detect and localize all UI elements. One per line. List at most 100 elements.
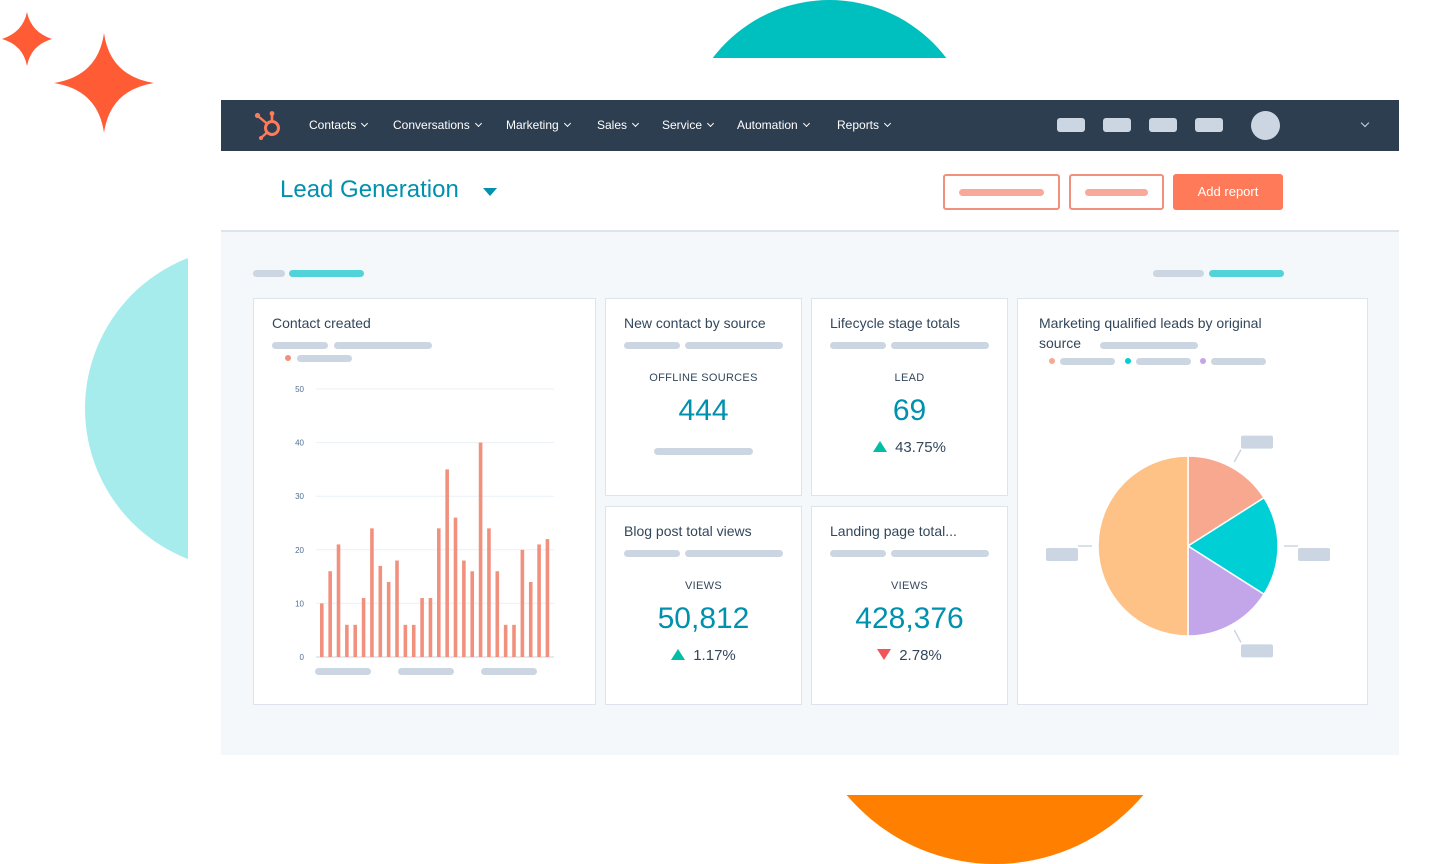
legend-dot (1125, 358, 1131, 364)
card-title: New contact by source (624, 315, 766, 331)
button-label-placeholder (1085, 189, 1148, 196)
nav-label: Automation (737, 118, 798, 132)
secondary-button[interactable] (943, 174, 1060, 210)
nav-label: Conversations (393, 118, 470, 132)
add-report-button[interactable]: Add report (1173, 174, 1283, 210)
hubspot-sprocket-icon[interactable] (253, 109, 285, 141)
kpi-value: 50,812 (657, 602, 750, 635)
legend-placeholder (297, 355, 352, 362)
avatar[interactable] (1251, 111, 1280, 140)
y-tick-label: 40 (295, 439, 304, 448)
contacts-created-card[interactable]: Contact created 50 40 30 20 10 0 (253, 298, 596, 705)
subtitle-placeholder (891, 550, 989, 557)
x-axis-label-placeholder (398, 668, 454, 675)
bar (462, 560, 466, 657)
nav-utility-button[interactable] (1195, 118, 1223, 132)
x-axis-label-placeholder (481, 668, 537, 675)
bar (386, 581, 391, 657)
bar (370, 528, 374, 657)
chevron-down-icon (883, 119, 892, 128)
nav-label: Marketing (506, 118, 559, 132)
nav-item-reports[interactable]: Reports (837, 118, 892, 132)
card-title: Landing page total... (830, 523, 957, 539)
subtitle-placeholder (272, 342, 328, 349)
kpi-label: VIEWS (685, 580, 722, 592)
filter-placeholder[interactable] (253, 270, 285, 277)
y-tick-label: 30 (295, 492, 304, 501)
kpi-value: 69 (892, 394, 927, 427)
nav-item-service[interactable]: Service (662, 118, 715, 132)
slice-label-placeholder (1298, 548, 1330, 561)
nav-label: Sales (597, 118, 628, 132)
kpi-change: 2.78% (812, 647, 1007, 664)
filter-placeholder-active[interactable] (289, 270, 364, 277)
subtitle-placeholder (624, 550, 680, 557)
bar (353, 624, 358, 657)
mql-by-source-card[interactable]: Marketing qualified leads by original so… (1017, 298, 1368, 705)
decorative-teal-semicircle (683, 0, 976, 58)
bar (345, 624, 349, 657)
dashboard-window: Contacts Conversations Marketing Sales S… (221, 100, 1399, 755)
kpi-change-value: 2.78% (899, 647, 942, 664)
kpi-change: 1.17% (606, 647, 801, 664)
slice-leader-line (1233, 629, 1242, 643)
date-range-placeholder[interactable] (1153, 270, 1204, 277)
nav-item-conversations[interactable]: Conversations (393, 118, 482, 132)
kpi-change: 43.75% (812, 439, 1007, 456)
slice-leader-line (1233, 449, 1242, 463)
bar (420, 598, 424, 657)
bar (545, 539, 550, 657)
caret-down-icon[interactable] (483, 188, 497, 196)
bar (487, 528, 491, 657)
bar (378, 565, 383, 657)
subtitle-placeholder (334, 342, 432, 349)
trend-up-icon (671, 649, 686, 660)
pie-slice (1097, 455, 1189, 637)
top-nav: Contacts Conversations Marketing Sales S… (221, 100, 1399, 151)
bar (495, 571, 500, 657)
bar (528, 581, 533, 657)
bar (445, 469, 449, 657)
lifecycle-stage-totals-card[interactable]: Lifecycle stage totals LEAD 69 43.75% (811, 298, 1008, 496)
nav-utility-button[interactable] (1149, 118, 1177, 132)
legend-placeholder (1136, 358, 1191, 365)
bar (503, 624, 508, 657)
bar (453, 517, 458, 657)
bar (361, 598, 366, 657)
slice-label-placeholder (1240, 435, 1273, 449)
new-contact-by-source-card[interactable]: New contact by source OFFLINE SOURCES 44… (605, 298, 802, 496)
kpi-change-value: 1.17% (693, 647, 736, 664)
account-chevron-down-icon[interactable] (1360, 118, 1370, 128)
chevron-down-icon (706, 119, 715, 128)
nav-item-automation[interactable]: Automation (737, 118, 810, 132)
kpi-change-value: 43.75% (895, 439, 946, 456)
chevron-down-icon (802, 119, 810, 128)
blog-post-total-views-card[interactable]: Blog post total views VIEWS 50,812 1.17% (605, 506, 802, 705)
nav-item-sales[interactable]: Sales (597, 118, 640, 132)
decorative-mint-semicircle (85, 247, 188, 570)
card-title: Contact created (272, 315, 371, 331)
nav-item-contacts[interactable]: Contacts (309, 118, 369, 132)
nav-utility-button[interactable] (1057, 118, 1085, 132)
bar (537, 544, 541, 657)
bar (428, 598, 433, 657)
legend-dot (1049, 358, 1055, 364)
kpi-value: 428,376 (855, 602, 964, 635)
bar (403, 624, 408, 657)
nav-utility-button[interactable] (1103, 118, 1131, 132)
y-tick-label: 0 (300, 653, 305, 662)
page-title[interactable]: Lead Generation (280, 176, 459, 203)
date-range-placeholder-active[interactable] (1209, 270, 1284, 277)
subtitle-placeholder (891, 342, 989, 349)
nav-item-marketing[interactable]: Marketing (506, 118, 571, 132)
trend-down-icon (877, 649, 892, 660)
pie-slice (1187, 544, 1266, 637)
nav-label: Service (662, 118, 703, 132)
legend-dot (285, 355, 291, 361)
legend-placeholder (1211, 358, 1266, 365)
landing-page-total-card[interactable]: Landing page total... VIEWS 428,376 2.78… (811, 506, 1008, 705)
page-header: Lead Generation Add report (221, 151, 1399, 232)
subtitle-placeholder (1100, 342, 1198, 349)
secondary-button[interactable] (1069, 174, 1164, 210)
kpi-label: OFFLINE SOURCES (649, 372, 758, 384)
